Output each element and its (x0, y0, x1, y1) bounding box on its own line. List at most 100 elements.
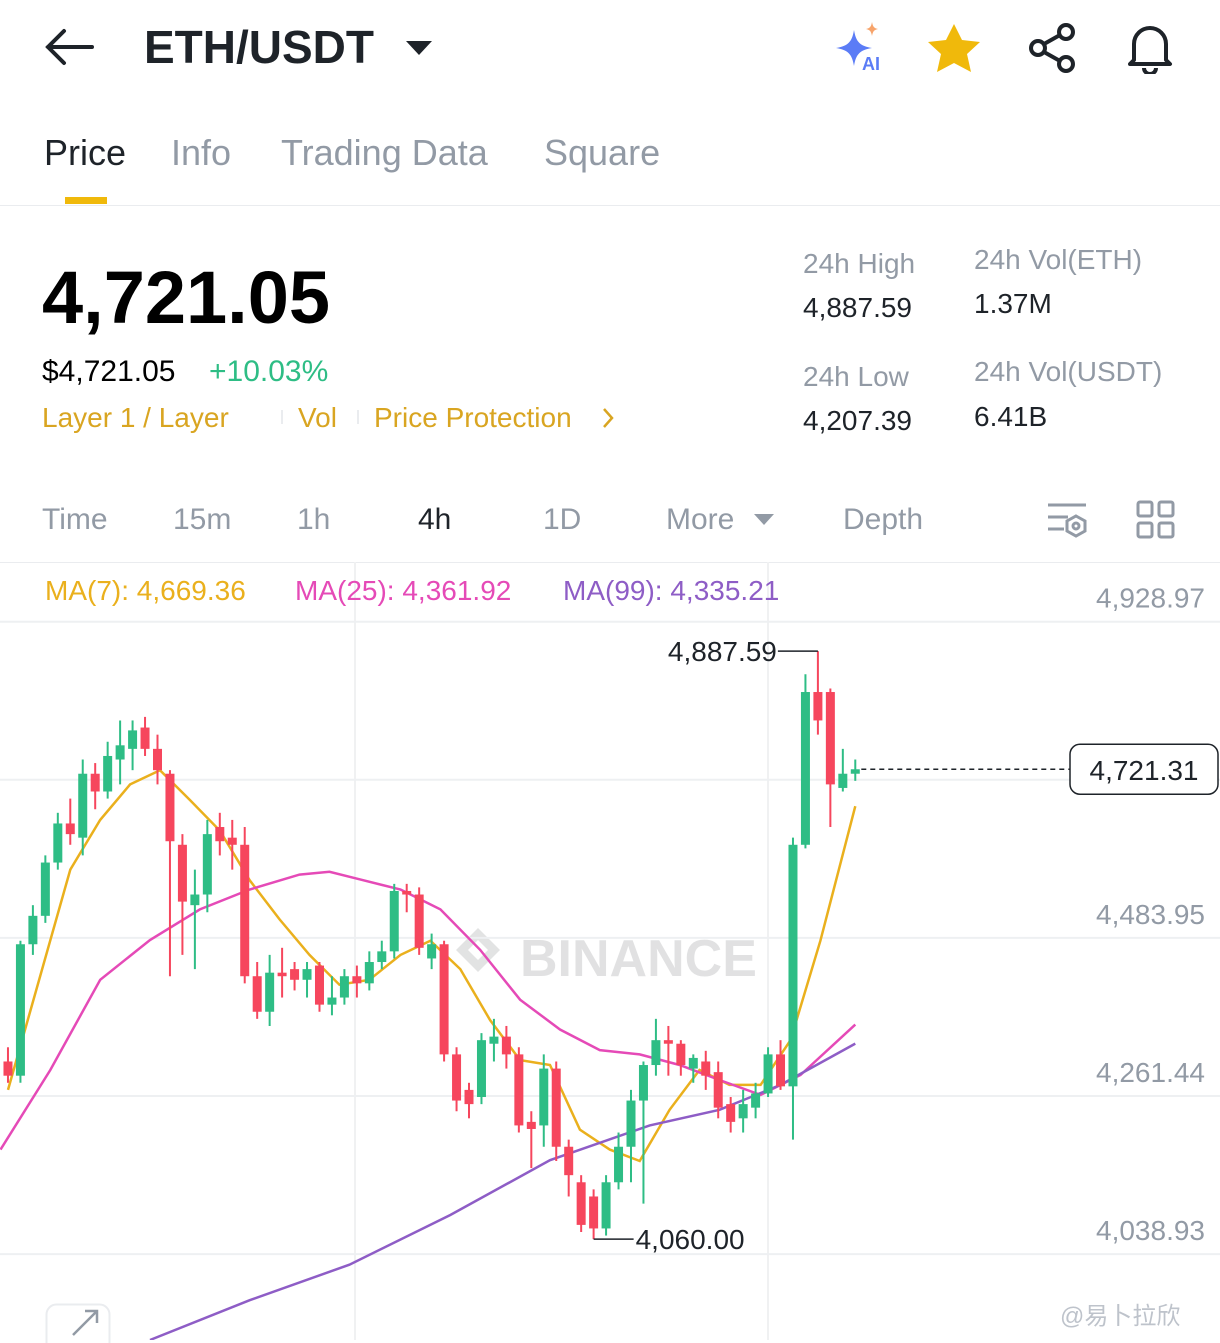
candle-body (402, 891, 411, 895)
candle-body (178, 845, 187, 902)
tab-active[interactable]: Price (44, 132, 126, 174)
interval[interactable]: Time (42, 503, 108, 537)
stat-label: 24h Vol(ETH) (974, 244, 1142, 276)
interval[interactable]: Depth (843, 503, 923, 537)
candle-body (141, 728, 150, 749)
candle-body (165, 774, 174, 841)
candle-body (801, 692, 810, 845)
candle-body (303, 969, 312, 980)
annotation-label: 4,887.59 (668, 636, 777, 667)
ai-icon[interactable]: AI (830, 20, 890, 76)
tab[interactable]: Square (544, 132, 660, 174)
tag[interactable]: Price Protection (374, 402, 572, 434)
candle-body (726, 1104, 735, 1122)
candle-body (153, 749, 162, 770)
candle-body (813, 692, 822, 720)
tag[interactable]: Vol (298, 402, 337, 434)
candle-body (788, 845, 797, 1087)
interval[interactable]: 1h (297, 503, 330, 537)
candle-body (116, 745, 125, 759)
candle-body (739, 1104, 748, 1118)
candle-body (776, 1054, 785, 1086)
candle-body (91, 774, 100, 792)
candle-body (838, 774, 847, 788)
pair-dropdown[interactable] (404, 38, 434, 58)
candle-body (103, 756, 112, 792)
candle-body (452, 1054, 461, 1100)
interval[interactable]: 15m (173, 503, 231, 537)
stat-value: 4,887.59 (803, 292, 912, 324)
tab[interactable]: Trading Data (281, 132, 488, 174)
candle-body (851, 769, 860, 773)
usd-price: $4,721.05 (42, 355, 175, 389)
tab-indicator (65, 197, 107, 204)
candle-body (751, 1093, 760, 1107)
candle-body (564, 1147, 573, 1175)
candle-body (240, 845, 249, 976)
candle-body (440, 944, 449, 1054)
interval-active[interactable]: 4h (418, 503, 451, 537)
pair-title[interactable]: ETH/USDT (144, 20, 374, 74)
candle-body (128, 730, 137, 748)
chevron (600, 406, 616, 430)
expand-button[interactable] (45, 1303, 111, 1343)
candle-body (514, 1054, 523, 1125)
svg-text:AI: AI (862, 54, 880, 74)
candle-body (489, 1037, 498, 1044)
candle-body (352, 976, 361, 983)
candle-body (28, 916, 37, 944)
candle-body (577, 1182, 586, 1225)
candle-body (278, 973, 287, 977)
price-change: +10.03% (209, 355, 328, 389)
layout-icon[interactable] (1136, 500, 1176, 540)
stat-label: 24h High (803, 248, 915, 280)
annotation-label: 4,060.00 (636, 1224, 745, 1255)
candle-body (340, 976, 349, 997)
tab[interactable]: Info (171, 132, 231, 174)
candle-body (602, 1182, 611, 1228)
candle-body (676, 1044, 685, 1065)
share-icon[interactable] (1026, 22, 1080, 74)
candle-body (215, 827, 224, 841)
candle-body (41, 863, 50, 916)
candle-body (465, 1090, 474, 1104)
last-price-label: 4,721.31 (1090, 755, 1199, 786)
stat-label: 24h Low (803, 361, 909, 393)
ma-legend: MA(7): 4,669.36 (45, 575, 246, 607)
interval[interactable]: 1D (543, 503, 581, 537)
candle-body (365, 962, 374, 983)
candle-body (764, 1054, 773, 1093)
candle-body (253, 976, 262, 1012)
candle-body (639, 1065, 648, 1101)
candle-body (552, 1069, 561, 1147)
y-tick-label: 4,038.93 (1096, 1215, 1205, 1246)
back-button[interactable] (40, 26, 96, 68)
candle-body (53, 823, 62, 862)
candle-body (265, 973, 274, 1012)
candle-body (651, 1040, 660, 1065)
candle-body (701, 1061, 710, 1075)
candle-body (390, 891, 399, 951)
candle-body (626, 1101, 635, 1147)
candle-body (290, 969, 299, 980)
tag[interactable]: Layer 1 / Layer (42, 402, 229, 434)
candle-body (66, 823, 75, 834)
candle-body (203, 834, 212, 894)
candle-body (16, 944, 25, 1075)
candle-body (78, 774, 87, 838)
favorite-star[interactable] (926, 22, 982, 76)
candle-body (714, 1072, 723, 1108)
indicator-settings[interactable] (1046, 500, 1092, 542)
last-price: 4,721.05 (42, 255, 330, 340)
user-watermark: @易卜拉欣 (1060, 1296, 1180, 1331)
candle-body (539, 1069, 548, 1126)
stat-value: 1.37M (974, 288, 1052, 320)
alert-bell[interactable] (1124, 20, 1176, 74)
candlestick-chart: BINANCE 4,928.974,706.464,483.954,261.44… (0, 562, 1220, 1340)
y-tick-label: 4,483.95 (1096, 899, 1205, 930)
y-tick-label: 4,928.97 (1096, 583, 1205, 614)
interval[interactable]: More (666, 503, 734, 537)
candle-body (589, 1196, 598, 1228)
candle-body (527, 1122, 536, 1129)
candle-body (614, 1147, 623, 1183)
